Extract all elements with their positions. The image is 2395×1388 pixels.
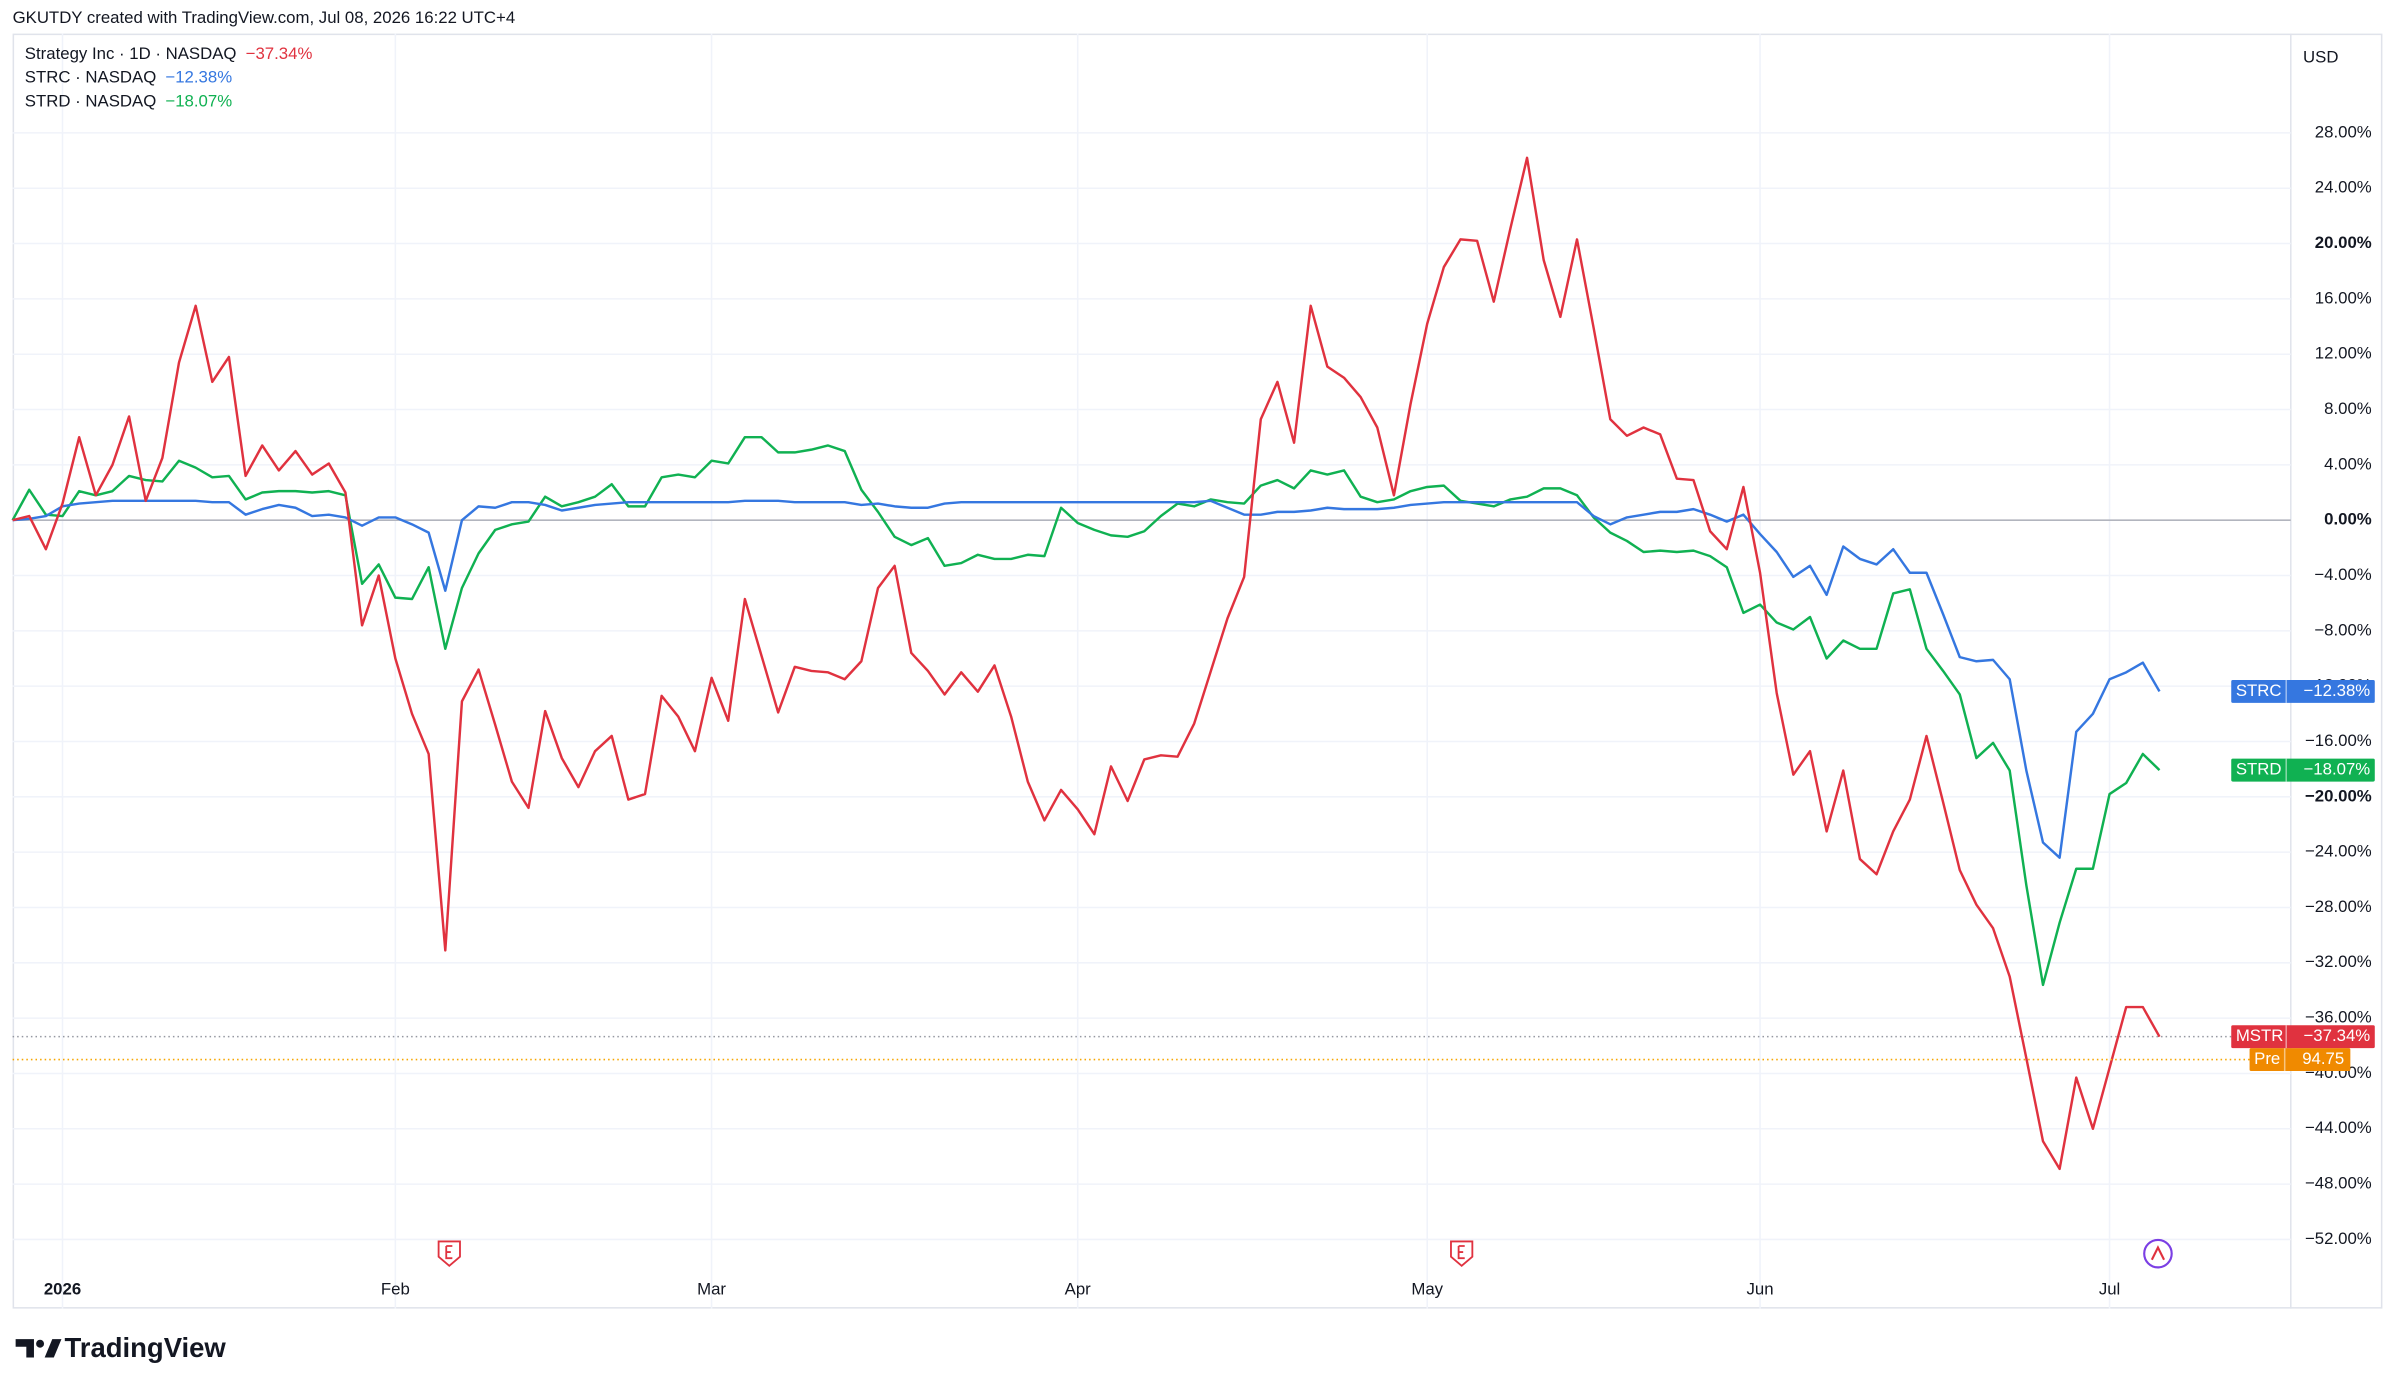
currency: USD <box>2303 47 2338 66</box>
series-line <box>11 435 2161 987</box>
last-value-tag <box>2231 758 2375 782</box>
x-tick-label: 2026 <box>44 1280 81 1299</box>
premarket-tag <box>2249 1048 2351 1072</box>
y-tick-label: −8.00% <box>2314 620 2371 639</box>
legend-entry: STRC · NASDAQ −12.38% <box>25 68 232 87</box>
legend-change: −18.07% <box>165 92 232 111</box>
currency-box <box>2295 42 2375 74</box>
y-tick-label: −48.00% <box>2305 1174 2372 1193</box>
earnings-marker <box>1450 1240 1474 1268</box>
watermark-header: GKUTDY created with TradingView.com, Jul… <box>13 8 516 27</box>
dividend-marker <box>2143 1238 2173 1269</box>
y-tick-label: 24.00% <box>2315 178 2372 197</box>
legend-entry: Strategy Inc · 1D · NASDAQ −37.34% <box>25 44 313 63</box>
last-value-tag <box>2231 1025 2375 1049</box>
tag-ticker: STRD <box>2236 760 2282 779</box>
series-line <box>12 156 2161 1171</box>
legend-name: STRD · NASDAQ <box>25 92 156 111</box>
chart-frame <box>12 33 2383 1309</box>
legend-entry: STRD · NASDAQ −18.07% <box>25 92 232 111</box>
y-tick-label: −36.00% <box>2305 1008 2372 1027</box>
legend-change: −12.38% <box>165 68 232 87</box>
y-tick-label: −52.00% <box>2305 1229 2372 1248</box>
y-tick-label: 4.00% <box>2324 454 2372 473</box>
legend-name: Strategy Inc · 1D · NASDAQ <box>25 44 237 63</box>
y-tick-label: 8.00% <box>2324 399 2372 418</box>
legend-name: STRC · NASDAQ <box>25 68 156 87</box>
y-tick-label: 0.00% <box>2324 510 2372 529</box>
y-tick-label: −16.00% <box>2305 731 2372 750</box>
tag-change: −12.38% <box>2303 681 2370 700</box>
y-tick-label: 12.00% <box>2315 344 2372 363</box>
y-tick-label: 28.00% <box>2315 122 2372 141</box>
premarket-label: Pre <box>2254 1049 2280 1068</box>
tag-change: −37.34% <box>2303 1026 2370 1045</box>
x-tick-label: Feb <box>381 1280 410 1299</box>
y-tick-label: −24.00% <box>2305 842 2372 861</box>
last-value-tag <box>2231 679 2375 703</box>
y-tick-label: −28.00% <box>2305 897 2372 916</box>
y-tick-label: −32.00% <box>2305 952 2372 971</box>
tag-ticker: MSTR <box>2236 1026 2284 1045</box>
plot-area: 2026 Feb Mar Apr May Jun Jul 28.00% 24.00% 20.00%… <box>11 33 2375 1309</box>
x-tick-label: Apr <box>1065 1280 1092 1299</box>
premarket-value: 94.75 <box>2302 1049 2344 1068</box>
y-tick-label: −20.00% <box>2305 786 2372 805</box>
brand-name: TradingView <box>65 1332 227 1363</box>
series-line <box>12 499 2161 859</box>
x-tick-label: Jun <box>1747 1280 1774 1299</box>
tag-ticker: STRC <box>2236 681 2282 700</box>
brand-logo <box>15 1339 62 1358</box>
y-tick-label: −4.00% <box>2314 565 2371 584</box>
legend-change: −37.34% <box>246 44 313 63</box>
x-tick-label: May <box>1411 1280 1443 1299</box>
legend: Strategy Inc · 1D · NASDAQ −37.34% STRC · … <box>25 44 313 110</box>
y-tick-label: 16.00% <box>2315 288 2372 307</box>
tag-change: −18.07% <box>2303 760 2370 779</box>
x-tick-label: Mar <box>697 1280 726 1299</box>
x-tick-label: Jul <box>2099 1280 2120 1299</box>
y-tick-label: −44.00% <box>2305 1118 2372 1137</box>
earnings-marker <box>437 1240 461 1268</box>
y-tick-label: 20.00% <box>2315 233 2372 252</box>
